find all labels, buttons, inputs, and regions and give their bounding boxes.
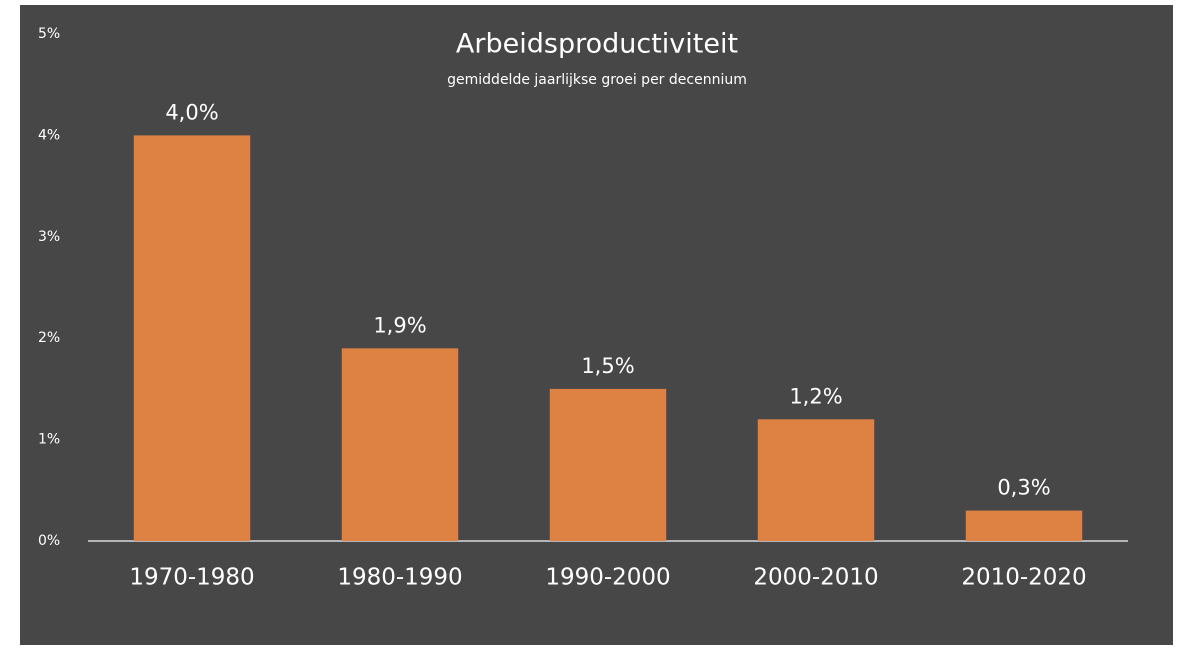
y-tick-label: 3% bbox=[38, 229, 60, 245]
chart-title: Arbeidsproductiviteit bbox=[456, 29, 738, 60]
y-tick-label: 5% bbox=[38, 26, 60, 42]
x-tick-label: 1970-1980 bbox=[129, 565, 254, 591]
x-tick-label: 2010-2020 bbox=[961, 565, 1086, 591]
bar bbox=[341, 348, 459, 541]
value-label: 1,2% bbox=[789, 384, 842, 408]
bar bbox=[133, 135, 251, 541]
x-tick-label: 1990-2000 bbox=[545, 565, 670, 591]
bar bbox=[965, 510, 1083, 541]
value-label: 1,5% bbox=[581, 354, 634, 378]
bar bbox=[549, 388, 667, 541]
value-label: 4,0% bbox=[165, 100, 218, 124]
x-tick-label: 2000-2010 bbox=[753, 565, 878, 591]
y-tick-label: 1% bbox=[38, 432, 60, 448]
x-tick-label: 1980-1990 bbox=[337, 565, 462, 591]
value-label: 1,9% bbox=[373, 313, 426, 337]
bar bbox=[757, 419, 875, 541]
chart-subtitle: gemiddelde jaarlijkse groei per decenniu… bbox=[447, 72, 747, 88]
y-tick-label: 2% bbox=[38, 330, 60, 346]
y-tick-label: 0% bbox=[38, 533, 60, 549]
y-tick-label: 4% bbox=[38, 127, 60, 143]
value-label: 0,3% bbox=[997, 476, 1050, 500]
